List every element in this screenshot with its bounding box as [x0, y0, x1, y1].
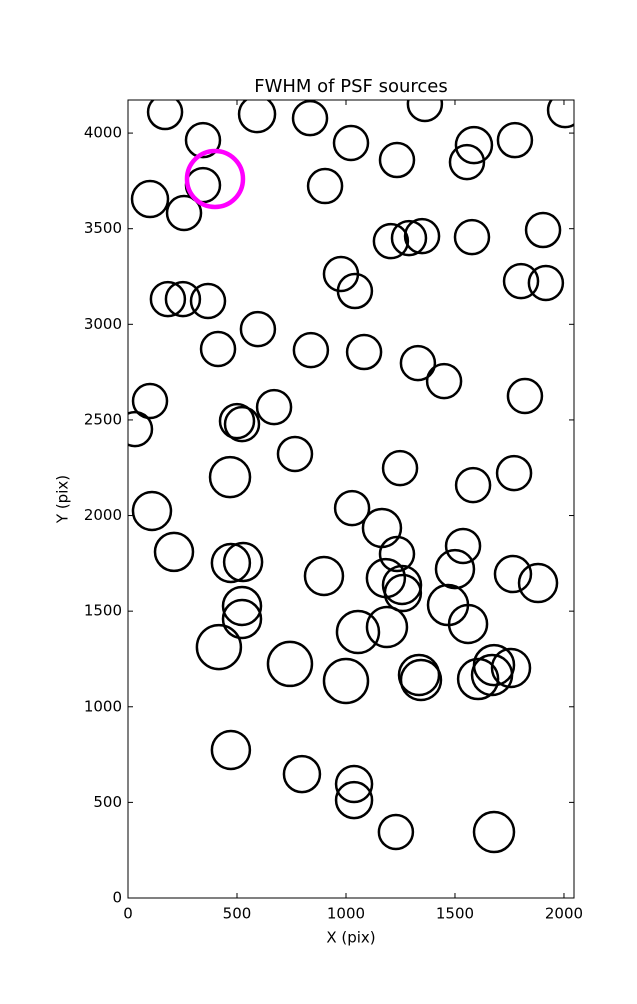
- source-circle: [399, 658, 443, 702]
- y-tick-label: 0: [112, 889, 122, 907]
- source-circle: [454, 125, 494, 165]
- source-circle: [335, 609, 381, 655]
- source-circle: [303, 555, 345, 597]
- source-circle: [490, 647, 532, 689]
- source-circle: [383, 573, 423, 613]
- source-circle: [454, 466, 492, 504]
- source-circle: [208, 455, 252, 499]
- x-axis-label: X (pix): [326, 929, 375, 947]
- source-circle: [221, 598, 263, 640]
- source-circle: [527, 264, 565, 302]
- source-circle: [195, 623, 243, 671]
- source-circle: [425, 362, 463, 400]
- source-circle: [517, 562, 559, 604]
- y-tick-label: 2500: [84, 410, 122, 428]
- chart-title: FWHM of PSF sources: [254, 76, 448, 97]
- source-circle: [496, 121, 534, 159]
- source-circle: [322, 657, 370, 705]
- source-circle: [149, 280, 187, 318]
- source-circle: [291, 100, 329, 137]
- source-circle: [447, 603, 489, 645]
- source-circle: [406, 100, 444, 123]
- source-circle: [448, 143, 486, 181]
- source-circle: [524, 211, 562, 249]
- source-circle: [131, 490, 173, 532]
- source-circle: [131, 382, 169, 420]
- source-circle: [434, 548, 476, 590]
- source-circle: [218, 402, 256, 440]
- x-tick-label: 0: [123, 905, 133, 923]
- source-circle: [128, 410, 154, 448]
- source-circle: [493, 554, 533, 594]
- source-circle: [255, 388, 293, 426]
- source-circle: [378, 141, 416, 179]
- source-circle: [266, 640, 314, 688]
- source-circle: [444, 527, 482, 565]
- source-circle: [502, 262, 540, 300]
- y-tick-label: 500: [93, 793, 122, 811]
- source-circle: [332, 124, 370, 162]
- source-circle: [336, 272, 374, 310]
- source-circle: [472, 810, 516, 854]
- source-circle: [306, 167, 344, 205]
- source-circle: [153, 531, 195, 573]
- source-circle: [372, 222, 410, 260]
- source-circle: [292, 331, 330, 369]
- source-circle: [276, 435, 314, 473]
- y-tick-label: 3000: [84, 315, 122, 333]
- y-tick-label: 1500: [84, 602, 122, 620]
- source-circle: [365, 605, 409, 649]
- source-circle: [345, 333, 383, 371]
- source-circle: [546, 100, 574, 129]
- source-circle: [399, 344, 437, 382]
- source-circle: [282, 754, 322, 794]
- source-circle: [495, 454, 533, 492]
- source-circle: [390, 219, 428, 257]
- source-circle: [222, 541, 264, 583]
- source-circle: [223, 405, 261, 443]
- x-tick-label: 1000: [327, 905, 365, 923]
- source-circle: [146, 100, 184, 131]
- source-circle: [210, 542, 252, 584]
- source-circle: [397, 653, 441, 697]
- source-circle: [130, 179, 170, 219]
- source-circle: [199, 330, 237, 368]
- source-circle: [165, 194, 203, 232]
- y-axis-label: Y (pix): [54, 475, 72, 524]
- source-circle: [184, 148, 246, 210]
- y-tick-label: 2000: [84, 506, 122, 524]
- x-tick-label: 500: [223, 905, 252, 923]
- source-circle: [221, 585, 263, 627]
- plot-frame: [127, 99, 575, 899]
- source-circle: [334, 780, 374, 820]
- source-circle: [333, 489, 371, 527]
- y-tick-label: 3500: [84, 219, 122, 237]
- source-circle: [210, 729, 252, 771]
- source-circle: [506, 377, 544, 415]
- y-tick-label: 1000: [84, 697, 122, 715]
- source-circle: [453, 218, 491, 256]
- plot-area: [128, 100, 574, 854]
- source-circle: [381, 449, 419, 487]
- source-circle: [472, 643, 516, 687]
- source-circle: [164, 280, 202, 318]
- source-circle: [237, 100, 277, 134]
- source-circle: [189, 282, 227, 320]
- source-circle: [239, 310, 277, 348]
- source-circle: [403, 217, 441, 255]
- source-circle: [378, 535, 416, 573]
- source-circle: [334, 764, 374, 804]
- source-circle: [377, 813, 415, 851]
- y-tick-label: 4000: [84, 124, 122, 142]
- x-tick-label: 1500: [436, 905, 474, 923]
- source-circle: [184, 121, 222, 159]
- source-circle: [381, 564, 423, 606]
- x-tick-label: 2000: [545, 905, 583, 923]
